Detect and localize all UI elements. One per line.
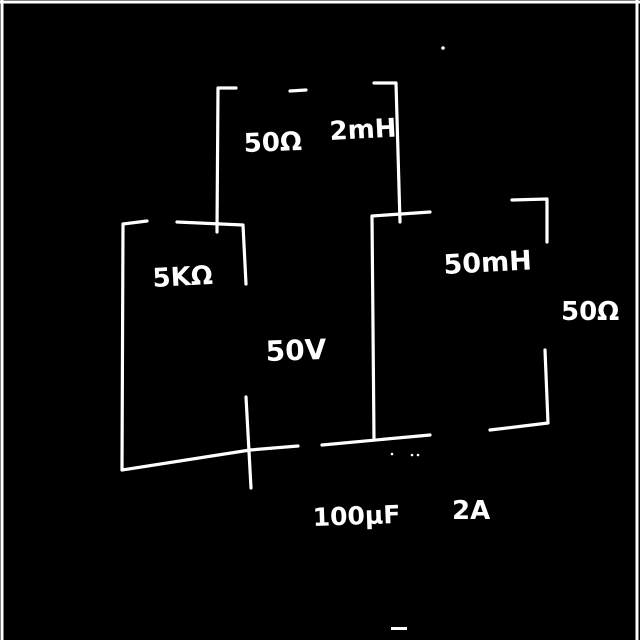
current-source-label: 2A xyxy=(452,496,490,526)
left-branch-wire xyxy=(120,219,252,472)
top-resistor-label: 50Ω xyxy=(243,127,302,159)
bottom-rail-wire xyxy=(248,433,432,452)
voltage-source-label: 50V xyxy=(265,333,327,368)
left-resistor-label: 5KΩ xyxy=(152,261,214,294)
capacitor-label: 100μF xyxy=(312,500,401,532)
right-inductor-label: 50mH xyxy=(443,245,533,281)
right-branch-wire xyxy=(370,197,550,442)
source-branch-wire xyxy=(244,395,253,490)
scan-specks xyxy=(390,46,445,630)
top-branch-wire xyxy=(215,81,402,234)
top-inductor-label: 2mH xyxy=(329,114,397,147)
right-resistor-label: 50Ω xyxy=(561,297,619,327)
